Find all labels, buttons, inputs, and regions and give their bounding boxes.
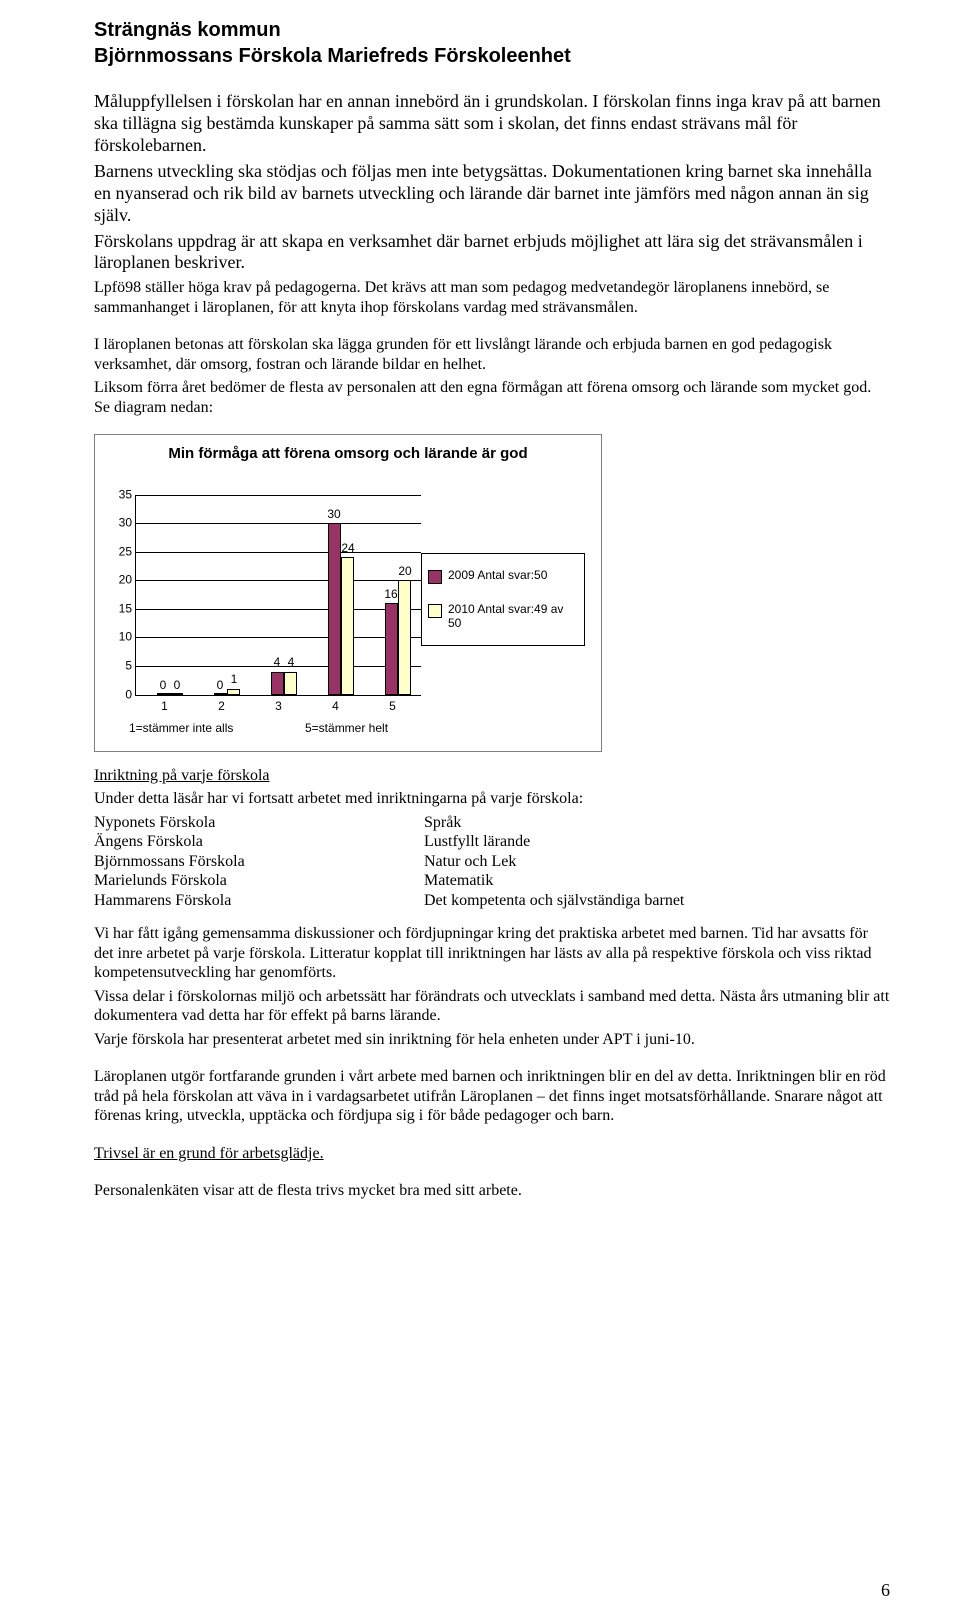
paragraph: Lpfö98 ställer höga krav på pedagogerna.… [94, 278, 890, 317]
axis-label-right: 5=stämmer helt [305, 721, 388, 736]
page-number: 6 [881, 1580, 890, 1602]
list-item: Ängens Förskola [94, 832, 424, 852]
bar-value-label: 4 [281, 655, 301, 670]
page-title: Strängnäs kommun [94, 18, 890, 42]
bar-chart: Min förmåga att förena omsorg och lärand… [94, 434, 602, 752]
paragraph: Varje förskola har presenterat arbetet m… [94, 1030, 890, 1050]
y-tick: 15 [102, 601, 132, 616]
y-tick: 5 [102, 659, 132, 674]
paragraph: Förskolans uppdrag är att skapa en verks… [94, 231, 890, 275]
legend-item: 2010 Antal svar:49 av 50 [428, 602, 578, 631]
chart-area: 0 5 10 15 20 25 30 35 0 0 1 [95, 483, 601, 751]
list-item: Nyponets Förskola [94, 813, 424, 833]
paragraph: I läroplanen betonas att förskolan ska l… [94, 335, 890, 374]
list-item: Natur och Lek [424, 852, 684, 872]
legend-swatch-icon [428, 604, 442, 618]
y-tick: 10 [102, 630, 132, 645]
document-page: Strängnäs kommun Björnmossans Förskola M… [0, 0, 960, 1620]
chart-plot-region: 0 5 10 15 20 25 30 35 0 0 1 [135, 495, 421, 696]
x-tick: 1 [145, 699, 185, 714]
list-item: Matematik [424, 871, 684, 891]
legend-swatch-icon [428, 570, 442, 584]
list-item: Språk [424, 813, 684, 833]
list-item: Lustfyllt lärande [424, 832, 684, 852]
bar-value-label: 20 [395, 564, 415, 579]
chart-title: Min förmåga att förena omsorg och lärand… [123, 445, 573, 464]
y-tick: 35 [102, 487, 132, 502]
x-tick: 4 [316, 699, 356, 714]
list-item: Hammarens Förskola [94, 891, 424, 911]
list-item: Det kompetenta och självständiga barnet [424, 891, 684, 911]
two-column-list: Nyponets Förskola Ängens Förskola Björnm… [94, 813, 890, 911]
section-heading-underline: Trivsel är en grund för arbetsglädje. [94, 1144, 890, 1164]
bar-value-label: 24 [338, 541, 358, 556]
legend-item: 2009 Antal svar:50 [428, 568, 578, 584]
paragraph: Vi har fått igång gemensamma diskussione… [94, 924, 890, 983]
paragraph: Barnens utveckling ska stödjas och följa… [94, 161, 890, 227]
section-heading-underline: Inriktning på varje förskola [94, 766, 890, 786]
axis-label-left: 1=stämmer inte alls [129, 721, 233, 736]
list-item: Björnmossans Förskola [94, 852, 424, 872]
list-item: Marielunds Förskola [94, 871, 424, 891]
bar-value-label: 16 [381, 587, 401, 602]
y-tick: 25 [102, 544, 132, 559]
paragraph: Läroplanen utgör fortfarande grunden i v… [94, 1067, 890, 1126]
chart-legend: 2009 Antal svar:50 2010 Antal svar:49 av… [421, 553, 585, 646]
paragraph: Under detta läsår har vi fortsatt arbete… [94, 789, 890, 809]
x-tick: 5 [373, 699, 413, 714]
y-tick: 20 [102, 573, 132, 588]
paragraph: Måluppfyllelsen i förskolan har en annan… [94, 91, 890, 157]
paragraph: Personalenkäten visar att de flesta triv… [94, 1181, 890, 1201]
bar-value-label: 1 [224, 672, 244, 687]
bar-value-label: 0 [167, 678, 187, 693]
paragraph: Vissa delar i förskolornas miljö och arb… [94, 987, 890, 1026]
x-tick: 3 [259, 699, 299, 714]
bar-value-label: 30 [324, 507, 344, 522]
page-subtitle: Björnmossans Förskola Mariefreds Förskol… [94, 44, 890, 68]
y-tick: 30 [102, 516, 132, 531]
y-tick: 0 [102, 687, 132, 702]
legend-label: 2010 Antal svar:49 av 50 [448, 602, 578, 631]
x-tick: 2 [202, 699, 242, 714]
legend-label: 2009 Antal svar:50 [448, 568, 547, 583]
paragraph: Liksom förra året bedömer de flesta av p… [94, 378, 890, 417]
